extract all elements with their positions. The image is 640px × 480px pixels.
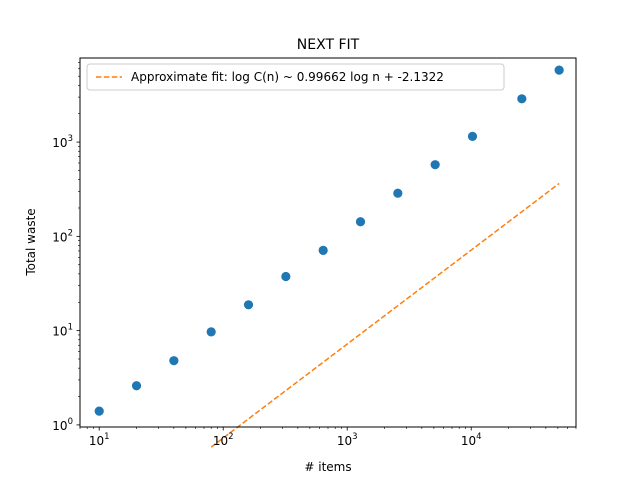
x-tick-label: 101 [89, 432, 110, 448]
y-tick-label: 101 [52, 323, 73, 339]
y-tick-label: 103 [52, 134, 73, 150]
data-point [318, 245, 328, 255]
data-point [243, 300, 254, 310]
data-point [430, 160, 440, 170]
points-layer [94, 65, 564, 416]
x-axis-label: # items [304, 460, 351, 474]
y-axis-label: Total waste [24, 208, 38, 276]
plot-frame [79, 57, 577, 428]
x-tick-label: 102 [213, 432, 234, 448]
chart-title: NEXT FIT [297, 37, 360, 53]
data-point [554, 65, 564, 75]
legend-fit-label: Approximate fit: log C(n) ~ 0.99662 log … [131, 70, 444, 84]
x-tick-label: 103 [337, 432, 358, 448]
y-tick-label: 102 [52, 228, 73, 244]
x-tick-label: 104 [461, 432, 482, 448]
legend-box [86, 63, 505, 91]
data-point [94, 406, 104, 416]
data-point [393, 188, 403, 198]
data-point [467, 131, 478, 141]
legend: Approximate fit: log C(n) ~ 0.99662 log … [86, 63, 505, 91]
y-axis-ticks: 100 101 102 103 [52, 62, 80, 433]
fit-line [210, 182, 560, 448]
data-point [131, 381, 142, 391]
data-point [281, 271, 291, 282]
data-point [355, 217, 366, 227]
fit-layer [210, 182, 560, 448]
data-point [517, 94, 527, 104]
data-point [206, 327, 216, 337]
x-axis-ticks: 101 102 103 104 [79, 427, 577, 448]
y-tick-label: 100 [52, 417, 73, 433]
data-point [169, 356, 179, 366]
